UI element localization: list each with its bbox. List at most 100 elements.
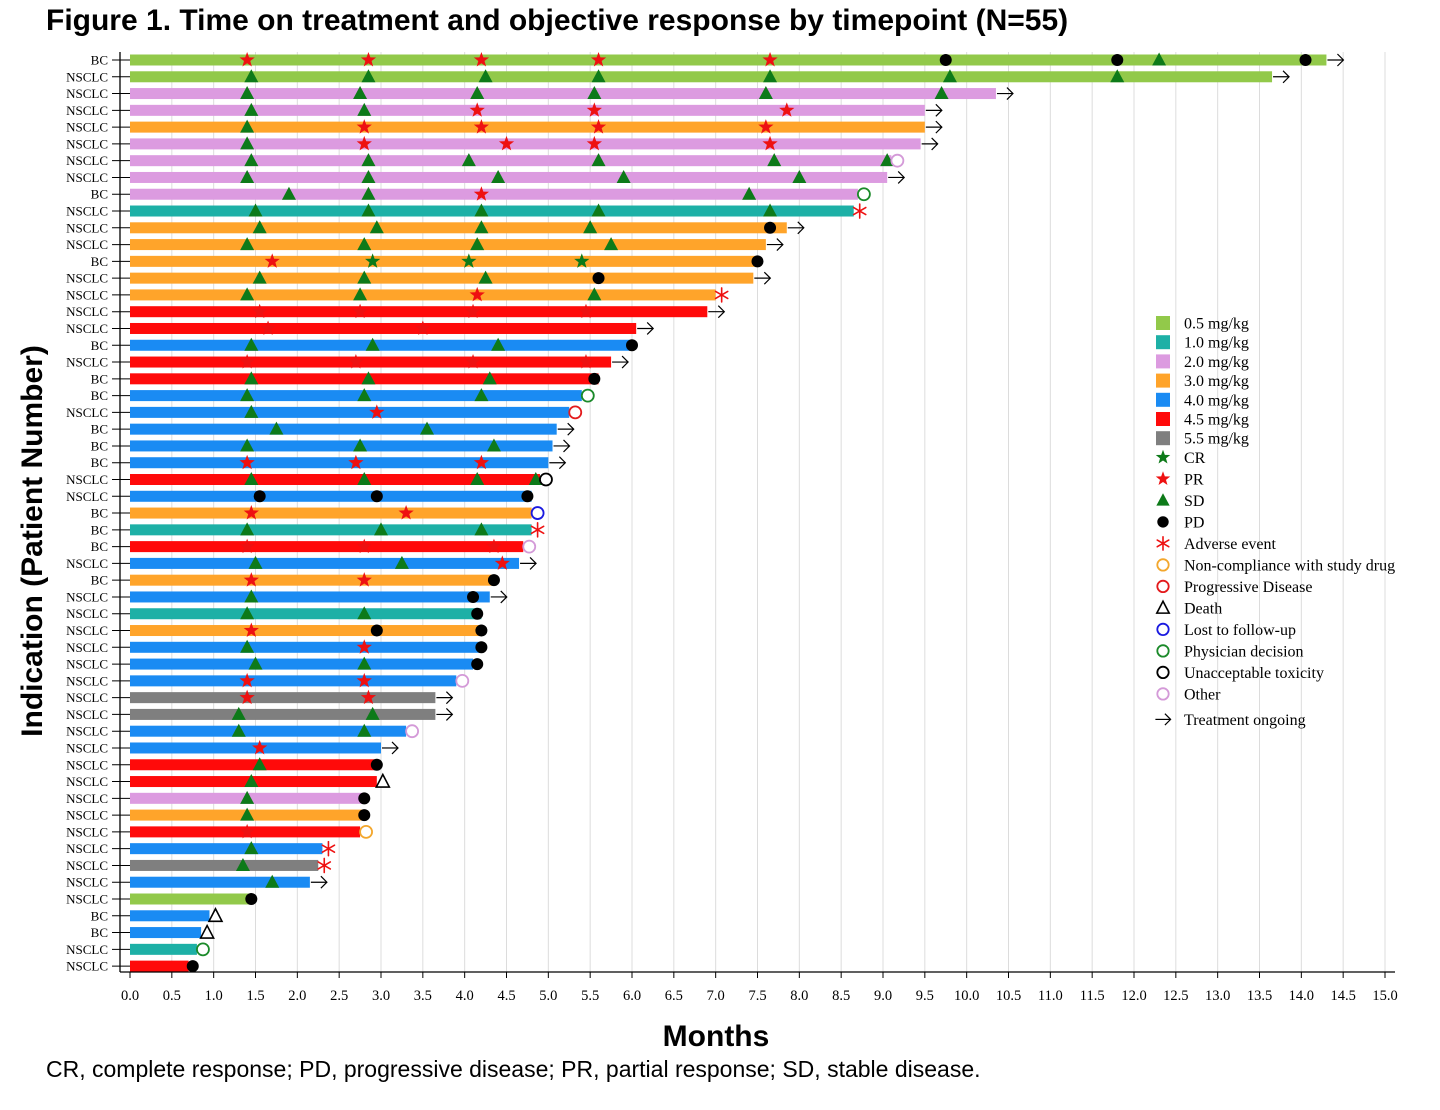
event-marker-pd [939,54,952,66]
event-marker-pd [186,960,199,973]
event-marker-sd [248,656,263,670]
legend-label: PD [1184,514,1204,531]
event-marker-pr [239,538,255,554]
y-tick-label: NSCLC [66,103,108,118]
legend-label: Death [1184,600,1222,617]
y-tick-label: NSCLC [66,858,108,873]
treatment-bar [130,239,766,251]
event-marker-sd [281,186,296,200]
event-marker-sd [767,153,782,167]
event-marker-sd [591,203,606,217]
event-marker-sd [357,723,372,737]
event-marker-pr [473,119,490,134]
event-marker-sd [240,119,255,133]
event-marker-sd [244,774,259,788]
termination-marker-lost-to-follow-up [530,506,545,520]
treatment-bar [130,440,553,452]
event-marker-pr [243,505,259,520]
treatment-bar [130,490,532,502]
legend-item: Progressive Disease [1156,579,1312,596]
event-marker-sd [240,606,255,620]
event-marker-cr [574,253,590,268]
treatment-bar [130,557,520,569]
event-marker-pr [762,52,778,67]
event-marker-pd [592,272,605,285]
treatment-bar [130,339,632,351]
legend-label: Non-compliance with study drug [1184,557,1395,574]
event-marker-sd [244,102,259,116]
y-tick-label: NSCLC [66,86,108,101]
event-marker-pr [239,354,255,369]
legend-label: CR [1184,450,1206,467]
termination-marker-treatment-ongoing [921,137,939,151]
event-marker-pr [590,52,607,67]
event-marker-pr [260,320,276,335]
termination-marker-death [199,923,215,939]
termination-marker-treatment-ongoing [925,120,943,134]
footnote: CR, complete response; PD, progressive d… [46,1056,981,1082]
event-marker-pr [252,739,268,755]
event-marker-pr [398,505,414,520]
treatment-bar [130,457,549,469]
x-tick-label: 4.5 [497,988,515,1004]
event-marker-sd [252,757,267,771]
termination-marker-physician-decision [857,187,871,202]
treatment-bar [130,222,787,234]
y-tick-label: NSCLC [66,170,108,185]
treatment-bar [130,876,310,888]
treatment-bar [130,272,754,284]
y-tick-label: NSCLC [66,589,108,604]
treatment-bar [130,373,599,385]
treatment-bar [130,943,197,955]
event-marker-pr [578,303,594,319]
event-marker-sd [934,86,949,100]
y-tick-label: NSCLC [66,657,108,672]
legend-label: 3.0 mg/kg [1184,373,1249,390]
treatment-bar [130,524,532,536]
treatment-bar [130,843,323,855]
y-tick-label: NSCLC [66,136,108,151]
x-tick-label: 9.5 [916,988,934,1004]
y-axis-title: Indication (Patient Number) [16,345,49,737]
event-marker-pr [360,689,377,705]
legend-item: Non-compliance with study drug [1156,557,1395,574]
event-marker-pr [486,538,502,554]
event-marker-pr [369,404,385,419]
swimmer-chart: BCNSCLCNSCLCNSCLCNSCLCNSCLCNSCLCNSCLCBCN… [16,52,1398,1050]
legend-label: 0.5 mg/kg [1184,316,1249,333]
termination-marker-treatment-ongoing [1327,53,1345,67]
treatment-bar [130,927,202,939]
legend-swatch [1156,412,1170,426]
event-marker-pr [356,135,372,151]
event-marker-sd [244,371,259,385]
termination-marker-death [207,907,224,923]
x-tick-label: 14.5 [1330,988,1355,1004]
event-marker-sd [763,69,778,83]
y-tick-label: NSCLC [66,153,108,168]
legend-symbol [1156,558,1170,572]
treatment-bar [130,71,1273,83]
event-marker-sd [252,220,267,234]
event-marker-pd [471,607,484,620]
x-tick-label: 12.0 [1121,988,1146,1004]
legend-swatch [1156,316,1170,330]
legend-label: 4.0 mg/kg [1184,392,1249,409]
y-tick-label: NSCLC [66,355,108,370]
event-marker-sd [604,237,619,251]
x-tick-label: 5.0 [539,988,557,1004]
event-marker-sd [470,86,485,100]
event-marker-sd [763,203,778,217]
x-tick-label: 7.5 [748,988,766,1004]
termination-marker-treatment-ongoing [553,439,571,453]
termination-marker-treatment-ongoing [520,556,537,570]
treatment-bar [130,474,540,485]
y-tick-label: NSCLC [66,757,108,772]
event-marker-pr [578,354,594,369]
y-tick-label: NSCLC [66,405,108,420]
y-tick-label: NSCLC [66,942,108,957]
event-marker-sd [244,841,259,855]
y-tick-label: NSCLC [66,791,108,806]
event-marker-sd [361,169,376,183]
legend-item: 3.0 mg/kg [1156,373,1249,390]
treatment-bar [130,910,210,922]
